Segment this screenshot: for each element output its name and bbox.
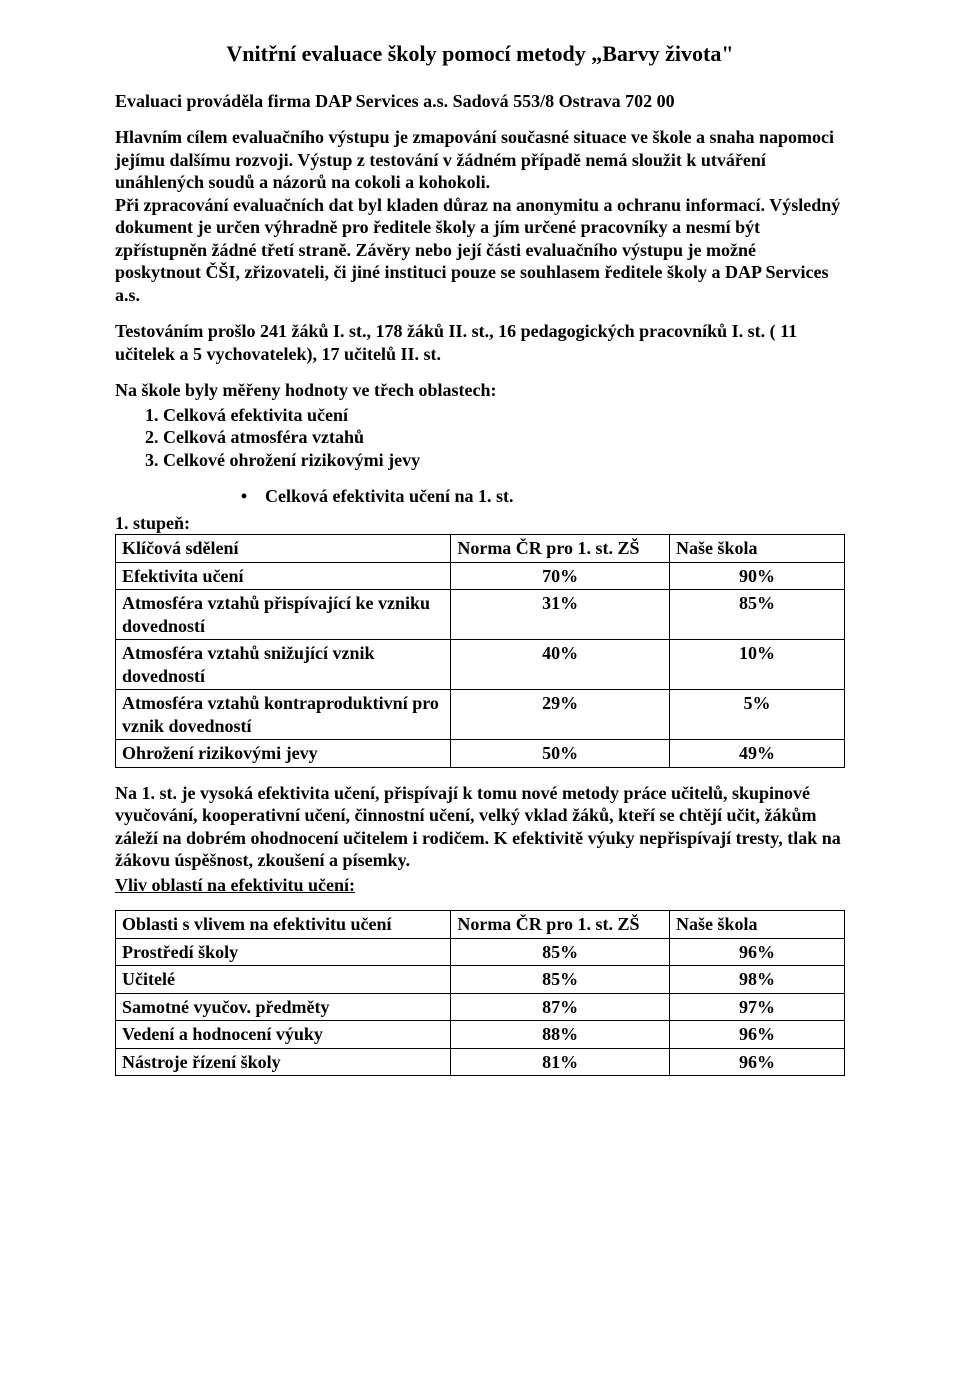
measured-list: Celková efektivita učení Celková atmosfé… (115, 404, 845, 472)
table-cell: 85% (451, 966, 670, 994)
table-cell: 96% (670, 938, 845, 966)
table-cell: 96% (670, 1021, 845, 1049)
tested-paragraph: Testováním prošlo 241 žáků I. st., 178 ž… (115, 320, 845, 365)
table-cell: 5% (670, 690, 845, 740)
measured-heading: Na škole byly měřeny hodnoty ve třech ob… (115, 379, 845, 402)
table-row: Klíčová sdělení Norma ČR pro 1. st. ZŠ N… (116, 535, 845, 563)
table-row: Atmosféra vztahů kontraproduktivní pro v… (116, 690, 845, 740)
table-cell: 98% (670, 966, 845, 994)
table-row: Učitelé 85% 98% (116, 966, 845, 994)
table-cell: 10% (670, 640, 845, 690)
intro-line: Evaluaci prováděla firma DAP Services a.… (115, 90, 845, 113)
list-item: Celková efektivita učení (163, 404, 845, 427)
table-header-cell: Oblasti s vlivem na efektivitu učení (116, 911, 451, 939)
table-cell: 87% (451, 993, 670, 1021)
subheading-influence: Vliv oblastí na efektivitu učení: (115, 874, 845, 897)
section-bullet-heading: •Celková efektivita učení na 1. st. (115, 485, 845, 508)
table-cell: 81% (451, 1048, 670, 1076)
page-title: Vnitřní evaluace školy pomocí metody „Ba… (115, 40, 845, 68)
table-key-findings: Klíčová sdělení Norma ČR pro 1. st. ZŠ N… (115, 534, 845, 768)
table-cell: 85% (670, 590, 845, 640)
table-cell: 29% (451, 690, 670, 740)
table-cell: 50% (451, 740, 670, 768)
table-row: Ohrožení rizikovými jevy 50% 49% (116, 740, 845, 768)
table-cell: 40% (451, 640, 670, 690)
list-item: Celková atmosféra vztahů (163, 426, 845, 449)
table-row: Atmosféra vztahů snižující vznik dovedno… (116, 640, 845, 690)
table-cell: 70% (451, 562, 670, 590)
table-row: Prostředí školy 85% 96% (116, 938, 845, 966)
list-item: Celkové ohrožení rizikovými jevy (163, 449, 845, 472)
table-row: Oblasti s vlivem na efektivitu učení Nor… (116, 911, 845, 939)
table-row: Efektivita učení 70% 90% (116, 562, 845, 590)
table-header-cell: Naše škola (670, 911, 845, 939)
table-influence-areas: Oblasti s vlivem na efektivitu učení Nor… (115, 910, 845, 1076)
table-row: Atmosféra vztahů přispívající ke vzniku … (116, 590, 845, 640)
table-cell: 85% (451, 938, 670, 966)
table-header-cell: Naše škola (670, 535, 845, 563)
table-cell: Efektivita učení (116, 562, 451, 590)
section-bullet-text: Celková efektivita učení na 1. st. (265, 486, 513, 506)
table-cell: 49% (670, 740, 845, 768)
table-cell: 97% (670, 993, 845, 1021)
table-cell: Učitelé (116, 966, 451, 994)
table-header-cell: Klíčová sdělení (116, 535, 451, 563)
table-cell: 88% (451, 1021, 670, 1049)
main-paragraph: Hlavním cílem evaluačního výstupu je zma… (115, 126, 845, 306)
table-cell: 96% (670, 1048, 845, 1076)
table-row: Vedení a hodnocení výuky 88% 96% (116, 1021, 845, 1049)
table-cell: Vedení a hodnocení výuky (116, 1021, 451, 1049)
table-cell: Samotné vyučov. předměty (116, 993, 451, 1021)
table-cell: Atmosféra vztahů snižující vznik dovedno… (116, 640, 451, 690)
table-cell: 90% (670, 562, 845, 590)
table-row: Nástroje řízení školy 81% 96% (116, 1048, 845, 1076)
table-header-cell: Norma ČR pro 1. st. ZŠ (451, 535, 670, 563)
table-cell: 31% (451, 590, 670, 640)
table-row: Samotné vyučov. předměty 87% 97% (116, 993, 845, 1021)
table-cell: Atmosféra vztahů kontraproduktivní pro v… (116, 690, 451, 740)
table-cell: Atmosféra vztahů přispívající ke vzniku … (116, 590, 451, 640)
table-header-cell: Norma ČR pro 1. st. ZŠ (451, 911, 670, 939)
commentary-paragraph: Na 1. st. je vysoká efektivita učení, př… (115, 782, 845, 872)
table-cell: Ohrožení rizikovými jevy (116, 740, 451, 768)
stage-label: 1. stupeň: (115, 512, 845, 535)
table-cell: Prostředí školy (116, 938, 451, 966)
table-cell: Nástroje řízení školy (116, 1048, 451, 1076)
